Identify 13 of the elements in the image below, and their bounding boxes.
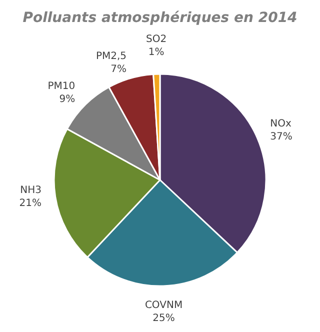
- data-label: 1%: [148, 47, 164, 58]
- data-label: 7%: [110, 64, 127, 75]
- data-label: 9%: [59, 94, 76, 106]
- data-label: 37%: [270, 131, 292, 142]
- data-label: 21%: [19, 198, 42, 209]
- slice-label: COVNM: [144, 300, 183, 311]
- slice-label: PM10: [48, 81, 76, 92]
- data-label: 25%: [152, 312, 175, 324]
- slice-label: NH3: [20, 184, 42, 196]
- slice-label: SO2: [146, 34, 167, 46]
- slice-label: PM2,5: [96, 50, 127, 62]
- chart-title: Polluants atmosphériques en 2014: [22, 10, 298, 26]
- slice-label: NOx: [270, 118, 292, 130]
